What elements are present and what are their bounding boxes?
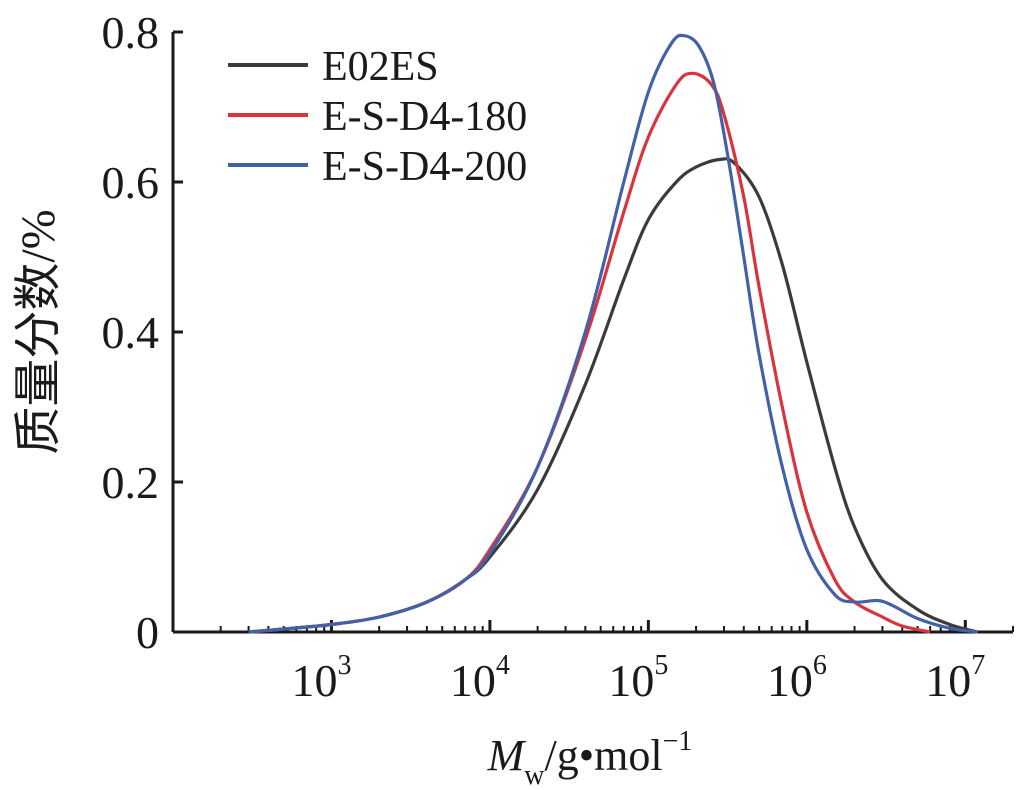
axis-titles: Mw/g•mol−1 质量分数/%: [12, 209, 692, 790]
legend-label: E-S-D4-180: [322, 94, 527, 140]
x-tick-label: 104: [450, 650, 510, 706]
y-tick-label: 0.2: [102, 457, 160, 508]
y-tick-label: 0: [136, 607, 159, 658]
series-line-3: [248, 33, 979, 634]
x-tick-label: 105: [608, 650, 668, 706]
x-tick-label: 106: [767, 650, 827, 706]
legend-label: E02ES: [322, 44, 439, 90]
x-tick-label: 103: [291, 650, 351, 706]
y-tick-label: 0.8: [102, 7, 160, 58]
x-tick-label: 107: [925, 650, 985, 706]
x-axis-title: Mw/g•mol−1: [487, 726, 693, 790]
ticks: 0 0.2 0.4 0.6 0.8 103 104 105 106 107: [102, 7, 1014, 706]
axes: [171, 32, 1013, 634]
y-axis-title: 质量分数/%: [12, 209, 65, 454]
series-group: [248, 33, 979, 634]
y-tick-label: 0.4: [102, 307, 160, 358]
legend-label: E-S-D4-200: [322, 144, 527, 190]
y-tick-label: 0.6: [102, 157, 160, 208]
